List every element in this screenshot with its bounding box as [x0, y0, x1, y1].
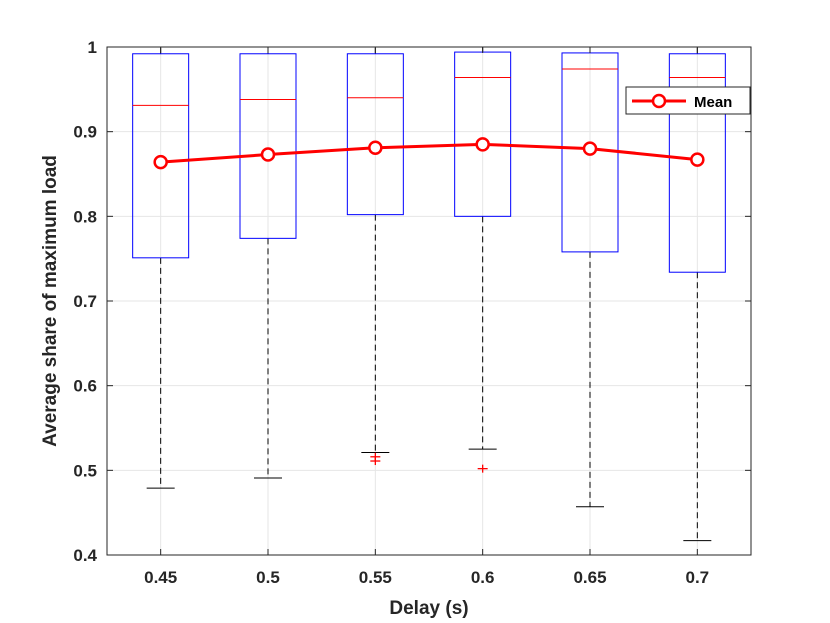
box-iqr	[132, 53, 190, 259]
mean-point	[582, 141, 598, 156]
x-tick-label: 0.65	[573, 568, 606, 587]
y-tick-label: 0.6	[73, 377, 97, 396]
legend-marker-swatch	[651, 93, 667, 109]
y-tick-label: 0.7	[73, 292, 97, 311]
x-axis-label: Delay (s)	[389, 598, 468, 619]
y-tick-label: 0.9	[73, 123, 97, 142]
y-tick-labels: 0.4 0.5 0.6 0.7 0.8 0.9 1	[73, 38, 97, 565]
mean-point	[260, 147, 276, 162]
y-tick-label: 0.5	[73, 461, 97, 480]
axis-ticks	[107, 46, 751, 556]
x-tick-label: 0.7	[686, 568, 710, 587]
mean-point	[690, 152, 705, 167]
y-tick-label: 1	[88, 38, 97, 57]
x-tick-label: 0.5	[256, 568, 280, 587]
mean-line	[160, 142, 698, 164]
mean-point	[368, 140, 383, 156]
box-iqr	[239, 53, 297, 239]
y-tick-label: 0.4	[73, 546, 97, 565]
legend: Mean	[625, 86, 751, 115]
x-tick-label: 0.45	[144, 568, 177, 587]
outlier-markers	[370, 452, 488, 473]
x-tick-label: 0.55	[359, 568, 392, 587]
mean-point	[475, 137, 490, 152]
mean-point	[153, 154, 168, 170]
x-tick-labels: 0.45 0.5 0.55 0.6 0.65 0.7	[144, 568, 709, 587]
legend-label-mean: Mean	[694, 94, 732, 111]
box-iqr	[668, 53, 726, 273]
y-tick-label: 0.8	[73, 207, 97, 226]
y-axis-label: Average share of maximum load	[40, 155, 61, 447]
x-tick-label: 0.6	[471, 568, 495, 587]
box-iqr	[346, 53, 404, 216]
mean-series	[153, 137, 705, 170]
